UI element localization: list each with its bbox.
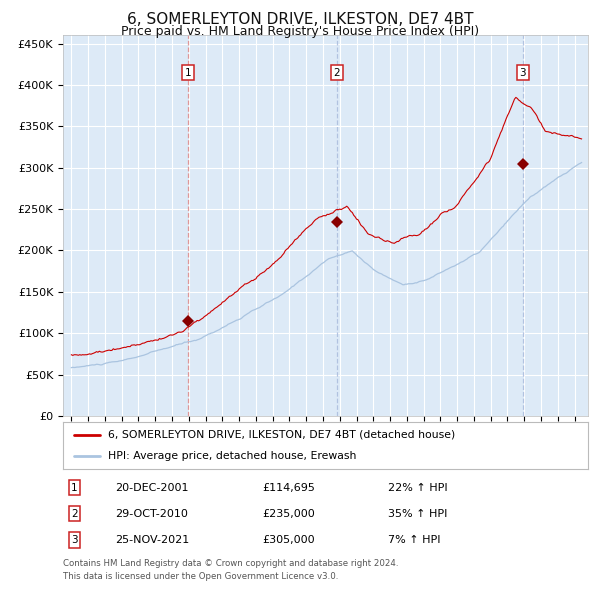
Text: 22% ↑ HPI: 22% ↑ HPI (389, 483, 448, 493)
Text: 1: 1 (185, 68, 191, 78)
Text: 6, SOMERLEYTON DRIVE, ILKESTON, DE7 4BT (detached house): 6, SOMERLEYTON DRIVE, ILKESTON, DE7 4BT … (107, 430, 455, 440)
Text: This data is licensed under the Open Government Licence v3.0.: This data is licensed under the Open Gov… (63, 572, 338, 581)
Text: Contains HM Land Registry data © Crown copyright and database right 2024.: Contains HM Land Registry data © Crown c… (63, 559, 398, 568)
Text: 7% ↑ HPI: 7% ↑ HPI (389, 535, 441, 545)
Text: 2: 2 (71, 509, 78, 519)
Text: 20-DEC-2001: 20-DEC-2001 (115, 483, 189, 493)
Text: 3: 3 (71, 535, 78, 545)
Text: 1: 1 (71, 483, 78, 493)
Text: 29-OCT-2010: 29-OCT-2010 (115, 509, 188, 519)
Text: HPI: Average price, detached house, Erewash: HPI: Average price, detached house, Erew… (107, 451, 356, 461)
Text: £305,000: £305,000 (263, 535, 315, 545)
Text: Price paid vs. HM Land Registry's House Price Index (HPI): Price paid vs. HM Land Registry's House … (121, 25, 479, 38)
Text: £114,695: £114,695 (263, 483, 316, 493)
Text: 25-NOV-2021: 25-NOV-2021 (115, 535, 190, 545)
Text: 2: 2 (334, 68, 340, 78)
Text: 6, SOMERLEYTON DRIVE, ILKESTON, DE7 4BT: 6, SOMERLEYTON DRIVE, ILKESTON, DE7 4BT (127, 12, 473, 27)
Text: 35% ↑ HPI: 35% ↑ HPI (389, 509, 448, 519)
Text: £235,000: £235,000 (263, 509, 315, 519)
Text: 3: 3 (519, 68, 526, 78)
